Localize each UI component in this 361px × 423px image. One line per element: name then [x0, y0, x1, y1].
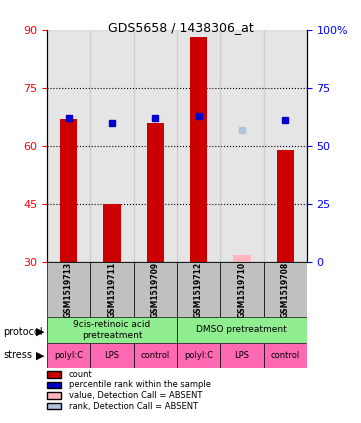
Bar — [277, 150, 294, 262]
Text: DMSO pretreatment: DMSO pretreatment — [196, 325, 287, 335]
Bar — [134, 30, 177, 262]
Text: rank, Detection Call = ABSENT: rank, Detection Call = ABSENT — [69, 401, 198, 411]
FancyBboxPatch shape — [177, 262, 220, 317]
Text: LPS: LPS — [104, 351, 119, 360]
Text: ▶: ▶ — [36, 350, 45, 360]
FancyBboxPatch shape — [264, 343, 307, 368]
FancyBboxPatch shape — [47, 317, 177, 343]
Bar — [47, 30, 90, 262]
Text: polyI:C: polyI:C — [184, 351, 213, 360]
FancyBboxPatch shape — [264, 262, 307, 317]
FancyBboxPatch shape — [90, 343, 134, 368]
Text: polyI:C: polyI:C — [54, 351, 83, 360]
Text: GSM1519713: GSM1519713 — [64, 262, 73, 318]
Bar — [220, 30, 264, 262]
FancyBboxPatch shape — [90, 262, 134, 317]
FancyBboxPatch shape — [47, 262, 90, 317]
Text: GSM1519708: GSM1519708 — [281, 262, 290, 318]
Text: protocol: protocol — [4, 327, 43, 337]
Text: GSM1519709: GSM1519709 — [151, 262, 160, 318]
Bar — [147, 123, 164, 262]
Bar — [90, 30, 134, 262]
Text: 9cis-retinoic acid
pretreatment: 9cis-retinoic acid pretreatment — [73, 320, 151, 340]
FancyBboxPatch shape — [134, 262, 177, 317]
Bar — [264, 30, 307, 262]
FancyBboxPatch shape — [47, 343, 90, 368]
Bar — [233, 255, 251, 262]
Bar — [60, 119, 77, 262]
Text: ▶: ▶ — [36, 327, 45, 337]
Text: count: count — [69, 370, 92, 379]
FancyBboxPatch shape — [134, 343, 177, 368]
Text: GSM1519710: GSM1519710 — [238, 262, 246, 318]
Text: LPS: LPS — [234, 351, 249, 360]
Text: GDS5658 / 1438306_at: GDS5658 / 1438306_at — [108, 21, 253, 34]
Text: value, Detection Call = ABSENT: value, Detection Call = ABSENT — [69, 391, 202, 400]
Bar — [177, 30, 220, 262]
Text: control: control — [270, 351, 300, 360]
Text: GSM1519712: GSM1519712 — [194, 262, 203, 318]
FancyBboxPatch shape — [220, 262, 264, 317]
Text: stress: stress — [4, 350, 32, 360]
Text: GSM1519711: GSM1519711 — [108, 262, 116, 318]
Text: percentile rank within the sample: percentile rank within the sample — [69, 380, 210, 390]
Bar — [103, 204, 121, 262]
FancyBboxPatch shape — [177, 317, 307, 343]
FancyBboxPatch shape — [220, 343, 264, 368]
FancyBboxPatch shape — [177, 343, 220, 368]
Bar — [190, 37, 207, 262]
Text: control: control — [140, 351, 170, 360]
